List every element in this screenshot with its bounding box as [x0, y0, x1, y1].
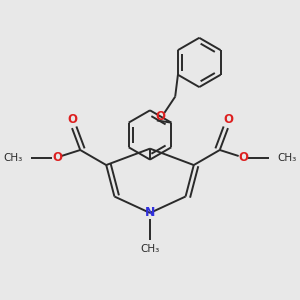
Text: O: O — [238, 151, 248, 164]
Text: O: O — [223, 113, 233, 126]
Text: O: O — [155, 110, 165, 123]
Text: CH₃: CH₃ — [277, 153, 296, 163]
Text: CH₃: CH₃ — [4, 153, 23, 163]
Text: N: N — [145, 206, 155, 219]
Text: O: O — [67, 113, 77, 126]
Text: CH₃: CH₃ — [140, 244, 160, 254]
Text: O: O — [52, 151, 62, 164]
